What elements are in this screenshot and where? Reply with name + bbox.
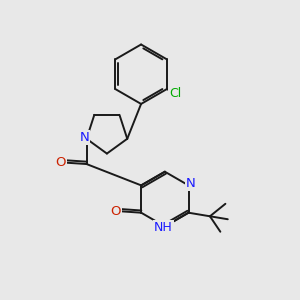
Text: NH: NH — [154, 221, 173, 234]
Text: O: O — [56, 156, 66, 169]
Text: N: N — [186, 177, 196, 190]
Text: Cl: Cl — [169, 87, 181, 100]
Text: N: N — [79, 131, 89, 144]
Text: O: O — [111, 205, 121, 218]
